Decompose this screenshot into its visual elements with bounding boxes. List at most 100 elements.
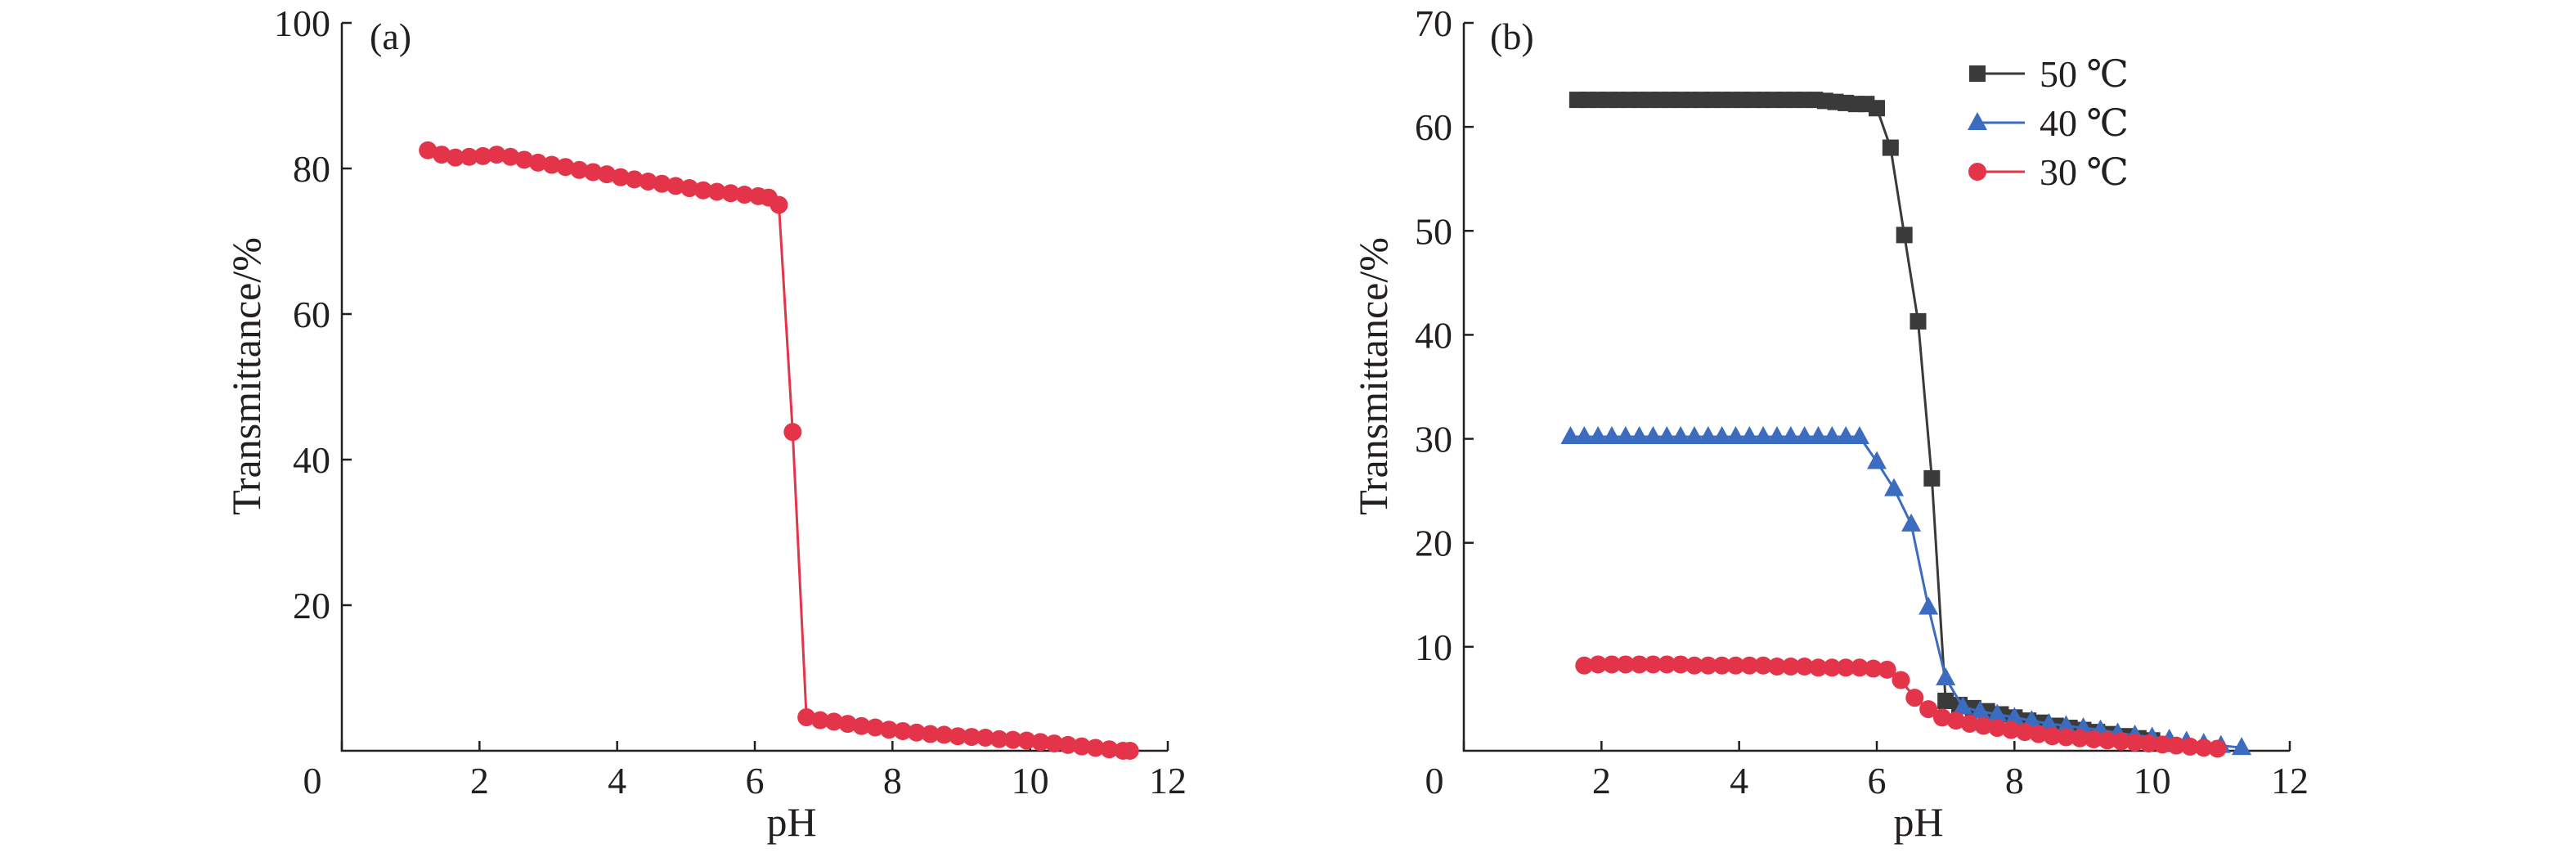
data-point [907,723,926,742]
data-point [584,163,603,182]
data-point [921,725,940,743]
y-tick-label: 20 [293,585,330,626]
data-point [2057,728,2076,747]
data-point [1936,667,1956,685]
y-tick-label: 40 [1415,314,1452,356]
data-point [460,147,478,166]
data-point [2056,715,2076,734]
legend-marker [1968,112,1987,130]
data-point [1045,734,1064,753]
data-point [1100,740,1119,759]
y-tick-label: 50 [1415,210,1452,252]
data-point [735,186,754,204]
data-point [2125,733,2144,752]
data-point [1589,655,1608,674]
data-point [963,728,981,747]
data-point [515,150,534,169]
data-point [2015,723,2034,742]
series-line [427,149,1130,752]
data-point [1953,696,1973,715]
data-point [838,715,857,734]
y-tick-label: 40 [293,439,330,481]
data-point [1630,655,1649,674]
data-point [1869,100,1885,117]
data-point [2002,721,2021,739]
legend-label: 50 ℃ [2040,53,2129,95]
data-point [783,423,802,442]
data-point [542,155,561,174]
data-point [528,153,547,172]
data-point [2071,729,2089,747]
data-point [625,170,644,189]
data-point [1766,426,1787,445]
data-point [556,158,575,177]
data-point [1685,656,1703,675]
data-point [880,721,899,739]
data-point [1615,426,1636,445]
data-point [1086,739,1105,757]
panel-b-plot-area: 0 2 4 6 8 10 12 10 20 30 40 50 60 70 [1415,2,2309,801]
data-point [2098,731,2116,750]
data-point [433,146,451,164]
data-point [1892,671,1910,689]
data-point [721,184,740,203]
data-point [1849,426,1869,445]
data-point [1712,426,1732,445]
data-point [1836,426,1856,445]
data-point [446,148,464,167]
data-point [1988,719,2007,738]
x-tick-label: 10 [2134,760,2171,801]
data-point [1864,659,1883,678]
data-point [1726,656,1745,675]
data-point [501,147,520,166]
data-point [2153,735,2172,754]
data-point [1919,700,1938,719]
data-point [1878,660,1896,679]
series-line [1570,435,2242,749]
data-point [1970,700,1990,719]
data-point [1671,426,1691,445]
data-point [419,141,438,159]
panel-b-y-axis-title: Transmittance/% [1350,237,1396,515]
data-point [852,716,871,735]
data-point [1072,737,1091,756]
data-point [949,727,967,746]
panel-a-plot-area: 0 2 4 6 8 10 12 20 40 60 80 100 [274,2,1187,801]
data-point [797,708,816,727]
y-tick-label: 100 [274,2,330,44]
data-point [1031,733,1050,752]
y-tick-label: 10 [1415,626,1452,668]
data-point [1739,426,1760,445]
data-point [1946,712,1965,730]
data-point [1698,426,1718,445]
x-tick-label: 12 [2271,760,2309,801]
y-tick-label: 80 [293,148,330,190]
data-point [1602,655,1621,674]
y-tick-label: 20 [1415,523,1452,564]
data-point [1699,656,1717,675]
y-tick-label: 70 [1415,2,1452,44]
panel-a-x-axis-title: pH [766,799,816,845]
data-point [2112,732,2130,751]
data-point [1767,658,1786,676]
data-point [1884,478,1905,496]
data-point [770,195,788,214]
data-point [824,712,843,731]
data-point [1822,426,1842,445]
data-point [1658,655,1676,674]
data-point [1740,656,1759,675]
data-point [1794,426,1815,445]
data-point [935,725,954,744]
data-point [1726,426,1746,445]
data-point [1601,426,1622,445]
data-point [1795,658,1814,676]
data-point [1974,716,1993,735]
x-tick-label: 8 [883,760,902,801]
data-point [1643,426,1663,445]
data-point [1780,426,1801,445]
legend-label: 40 ℃ [2040,102,2129,144]
data-point [976,728,994,747]
data-point [2043,727,2062,746]
data-point [2232,737,2252,756]
